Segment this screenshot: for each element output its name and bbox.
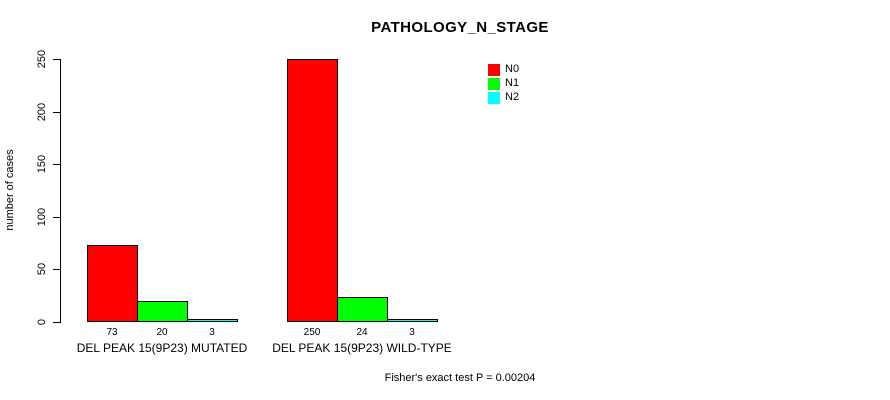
y-axis-tick-label: 50 (36, 262, 48, 276)
legend-swatch-n0 (488, 64, 500, 76)
bar-value-label: 3 (409, 327, 415, 338)
y-axis-tick (53, 112, 60, 113)
chart-title: PATHOLOGY_N_STAGE (371, 19, 549, 36)
x-axis-category-label: DEL PEAK 15(9P23) MUTATED (76, 341, 248, 355)
y-axis-label: number of cases (4, 149, 16, 231)
legend-label-n0: N0 (505, 63, 520, 75)
y-axis-tick-label: 250 (36, 49, 48, 69)
legend-swatch-n1 (488, 78, 500, 90)
bar-n0-wild-type (287, 59, 338, 322)
y-axis-tick-label: 200 (36, 102, 48, 122)
y-axis-tick (53, 322, 60, 323)
legend-swatch-n2 (488, 92, 500, 104)
y-axis-tick-label: 100 (36, 207, 48, 227)
fisher-test-annotation: Fisher's exact test P = 0.00204 (384, 372, 536, 384)
bar-n0-mutated (87, 245, 138, 322)
y-axis-tick-label: 150 (36, 154, 48, 174)
y-axis-tick-label: 0 (36, 318, 48, 326)
y-axis-line (60, 59, 61, 323)
bar-n2-mutated (187, 319, 238, 322)
bar-value-label: 3 (209, 327, 215, 338)
bar-n1-mutated (137, 301, 188, 322)
y-axis-tick (53, 217, 60, 218)
x-axis-category-label: DEL PEAK 15(9P23) WILD-TYPE (272, 341, 452, 355)
bar-n2-wild-type (387, 319, 438, 322)
bar-value-label: 250 (303, 327, 321, 338)
y-axis-tick (53, 164, 60, 165)
y-axis-tick (53, 269, 60, 270)
legend-label-n2: N2 (505, 91, 520, 103)
bar-value-label: 73 (106, 327, 118, 338)
legend-label-n1: N1 (505, 77, 520, 89)
y-axis-tick (53, 59, 60, 60)
bar-value-label: 20 (156, 327, 168, 338)
bar-n1-wild-type (337, 297, 388, 322)
bar-value-label: 24 (356, 327, 368, 338)
